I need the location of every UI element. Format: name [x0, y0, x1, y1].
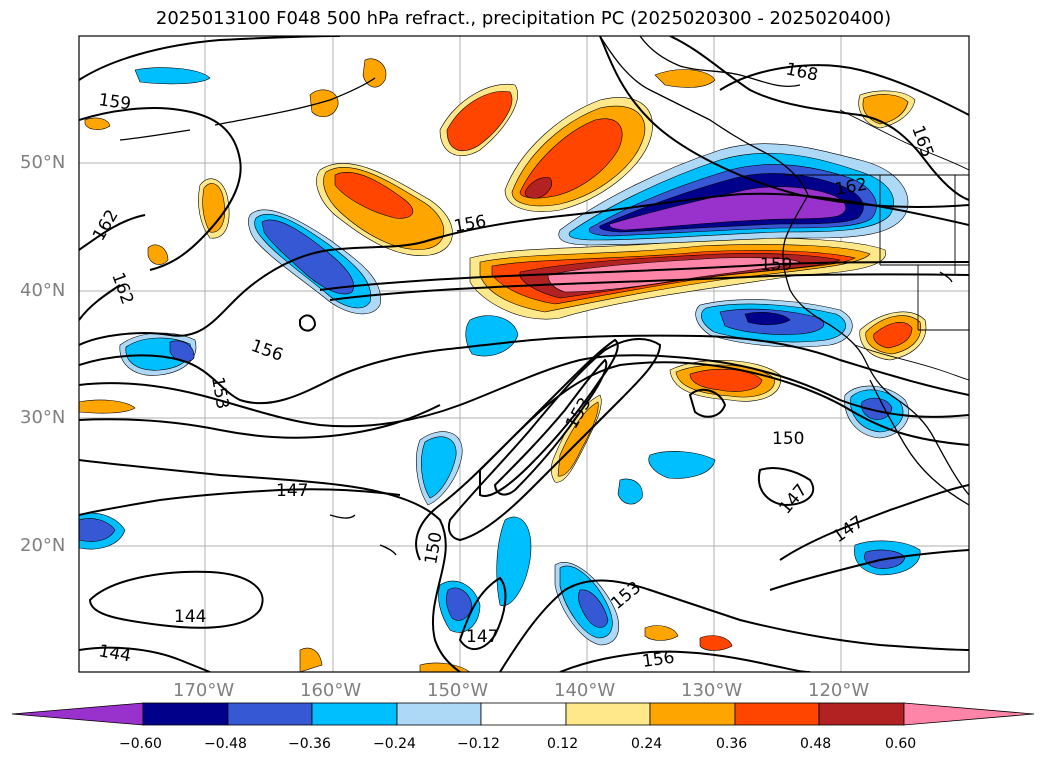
lon-label: 170°W [173, 680, 235, 701]
lon-label: 150°W [427, 680, 489, 701]
colorbar-segment [903, 702, 1035, 726]
contours [79, 36, 969, 672]
colorbar-tick: 0.48 [800, 736, 832, 752]
colorbar-tick: −0.60 [119, 736, 162, 752]
contour-label: 159 [760, 255, 792, 275]
colorbar-tick: −0.48 [204, 736, 247, 752]
colorbar-segment [565, 702, 651, 726]
map-area: 159 168 165 162 162 156 159 162 156 153 … [79, 36, 969, 672]
lon-label: 120°W [808, 680, 870, 701]
colorbar-segment [734, 702, 820, 726]
colorbar-tick: 0.36 [716, 736, 748, 752]
lat-label: 50°N [20, 152, 66, 173]
contour-label: 156 [641, 648, 676, 672]
colorbar-segment [649, 702, 736, 726]
map-frame [78, 35, 970, 673]
colorbar-segment [227, 702, 313, 726]
colorbar-tick: 0.60 [885, 736, 917, 752]
colorbar-segment [11, 702, 144, 726]
contour-label: 147 [276, 481, 308, 501]
lat-label: 30°N [20, 407, 66, 428]
colorbar-tick: −0.36 [288, 736, 331, 752]
colorbar-tick: −0.24 [373, 736, 416, 752]
contour-label: 144 [174, 607, 206, 627]
colorbar-segment [818, 702, 905, 726]
contour-label: 150 [772, 429, 804, 449]
colorbar [11, 702, 1035, 726]
colorbar-tick: 0.12 [547, 736, 579, 752]
contour-label: 159 [97, 90, 132, 114]
colorbar-segment [396, 702, 482, 726]
figure-title: 2025013100 F048 500 hPa refract., precip… [155, 8, 892, 29]
precip-fill [79, 58, 927, 672]
colorbar-tick: 0.24 [631, 736, 663, 752]
contour-label: 147 [466, 627, 498, 647]
colorbar-segment [480, 702, 567, 726]
colorbar-segment [142, 702, 229, 726]
lon-label: 160°W [300, 680, 362, 701]
lon-label: 130°W [681, 680, 743, 701]
lat-label: 20°N [20, 535, 66, 556]
colorbar-segment [311, 702, 398, 726]
lat-label: 40°N [20, 280, 66, 301]
lon-label: 140°W [554, 680, 616, 701]
colorbar-tick: −0.12 [457, 736, 500, 752]
